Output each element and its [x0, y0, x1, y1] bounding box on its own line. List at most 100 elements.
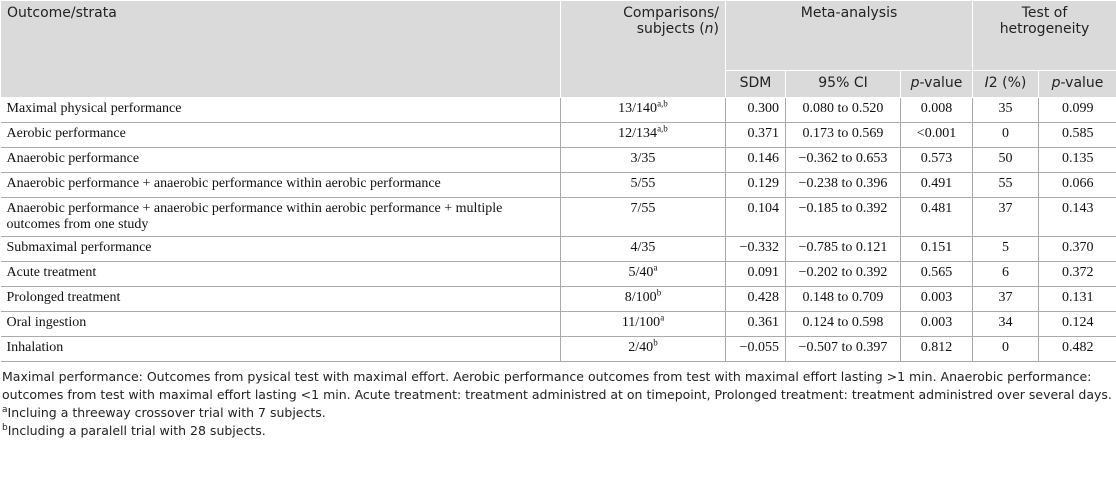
table-cell: −0.507 to 0.397 [785, 336, 901, 362]
table-cell: 5/55 [560, 172, 726, 198]
table-cell: Maximal physical performance [0, 97, 561, 123]
results-table: Outcome/strata Comparisons/ subjects (n)… [0, 0, 1116, 362]
table-row: Maximal physical performance 13/140a,b 0.3… [0, 97, 1116, 123]
table-cell: 0.482 [1037, 336, 1116, 362]
subheader-row: SDM 95% CI p-value I2 (%) p-value [1, 70, 1116, 98]
header-cell: Outcome/strata [0, 0, 561, 98]
table-cell: 0.565 [900, 261, 973, 287]
cell-text: 5/40 [628, 265, 654, 280]
table-cell: −0.238 to 0.396 [785, 172, 901, 198]
table-cell: 0.573 [900, 147, 973, 173]
footnote-mark: b [2, 422, 8, 433]
subheader-cell: p-value [1037, 70, 1116, 98]
table-row: Anaerobic performance 3/35 0.146 −0.362 to … [0, 147, 1116, 173]
table-cell: 5 [972, 236, 1039, 262]
table-cell: 8/100b [560, 286, 726, 312]
table-cell: Prolonged treatment [0, 286, 561, 312]
header-text: I [984, 75, 989, 91]
header-text: 95% CI [818, 75, 868, 91]
table-cell: 0.080 to 0.520 [785, 97, 901, 123]
cell-text: 13/140 [618, 101, 658, 116]
table-cell: 0.372 [1037, 261, 1116, 287]
table-cell: 37 [972, 197, 1039, 237]
table-cell: 0.124 [1037, 311, 1116, 337]
table-row: Anaerobic performance + anaerobic perfor… [0, 197, 1116, 237]
table-cell: −0.055 [725, 336, 786, 362]
table-row: Aerobic performance 12/134a,b 0.371 0.173 t… [0, 122, 1116, 148]
footnote-mark: a,b [657, 98, 668, 109]
note-text: Maximal performance: Outcomes from pysic… [2, 369, 1112, 402]
table-cell: 0.003 [900, 311, 973, 337]
table-cell: 5/40a [560, 261, 726, 287]
subheader-cell: 95% CI [785, 70, 901, 98]
table-cell: 0.371 [725, 122, 786, 148]
table-header: Outcome/strata Comparisons/ subjects (n)… [0, 0, 1116, 98]
header-cell: Meta-analysis [725, 0, 973, 71]
header-text: p [1051, 75, 1061, 91]
table-cell: 6 [972, 261, 1039, 287]
table-cell: Oral ingestion [0, 311, 561, 337]
table-cell: 0.091 [725, 261, 786, 287]
table-cell: Acute treatment [0, 261, 561, 287]
cell-text: 11/100 [621, 315, 661, 330]
table-cell: 0.491 [900, 172, 973, 198]
table-cell: −0.185 to 0.392 [785, 197, 901, 237]
table-cell: Anaerobic performance + anaerobic perfor… [0, 172, 561, 198]
table-row: Inhalation 2/40b −0.055 −0.507 to 0.397 0.81… [0, 336, 1116, 362]
table-cell: Inhalation [0, 336, 561, 362]
table-cell: 34 [972, 311, 1039, 337]
header-cell: Test of hetrogeneity [971, 0, 1116, 71]
footnote: bIncluding a paralell trial with 28 subj… [2, 422, 1114, 440]
cell-text: 8/100 [624, 290, 657, 305]
table-cell: −0.785 to 0.121 [785, 236, 901, 262]
table-cell: −0.202 to 0.392 [785, 261, 901, 287]
table-cell: Anaerobic performance [0, 147, 561, 173]
header-text: p [910, 75, 920, 91]
table-row: Prolonged treatment 8/100b 0.428 0.148 to 0… [0, 286, 1116, 312]
table-cell: 0.361 [725, 311, 786, 337]
footnote-mark: b [656, 287, 662, 298]
table-cell: 0.131 [1037, 286, 1116, 312]
footnote-text: Including a paralell trial with 28 subje… [7, 423, 266, 438]
table-row: Oral ingestion 11/100a 0.361 0.124 to 0.598… [0, 311, 1116, 337]
subheader-cell: SDM [725, 70, 786, 98]
header-text: -value [1060, 75, 1104, 91]
table-row: Submaximal performance 4/35 −0.332 −0.785 t… [0, 236, 1116, 262]
table-cell: 55 [972, 172, 1039, 198]
table-cell: 0.066 [1037, 172, 1116, 198]
table-cell: 0 [972, 122, 1039, 148]
table-cell: Anaerobic performance + anaerobic perfor… [0, 197, 561, 237]
table-cell: 0.129 [725, 172, 786, 198]
footnote-mark: b [653, 337, 658, 348]
table-row: Anaerobic performance + anaerobic perfor… [0, 172, 1116, 198]
footnote: aIncluing a threeway crossover trial wit… [2, 404, 1114, 422]
table-cell: 0.428 [725, 286, 786, 312]
footnote-text: Incluing a threeway crossover trial with… [7, 405, 326, 420]
table-cell: 50 [972, 147, 1039, 173]
table-cell: 37 [972, 286, 1039, 312]
table-cell: 2/40b [560, 336, 726, 362]
header-text: Comparisons/ subjects ( [623, 5, 719, 37]
table-cell: 0.481 [900, 197, 973, 237]
table-cell: 0.146 [725, 147, 786, 173]
table-cell: Aerobic performance [0, 122, 561, 148]
table-cell: −0.362 to 0.653 [785, 147, 901, 173]
table-cell: 0.812 [900, 336, 973, 362]
table-cell: 0.135 [1037, 147, 1116, 173]
table-cell: 0.173 to 0.569 [785, 122, 901, 148]
table-cell: 0.585 [1037, 122, 1116, 148]
table-cell: 0.143 [1037, 197, 1116, 237]
table-cell: 4/35 [560, 236, 726, 262]
header-text: SDM [739, 75, 772, 91]
header-text: ) [713, 21, 719, 37]
header-text: n [704, 21, 714, 37]
table-body: Maximal physical performance 13/140a,b 0.3… [0, 97, 1116, 362]
table-cell: 0.124 to 0.598 [785, 311, 901, 337]
table-notes: Maximal performance: Outcomes from pysic… [0, 362, 1116, 440]
header-text: 2 (%) [988, 75, 1027, 91]
cell-text: 12/134 [618, 126, 658, 141]
header-text: -value [919, 75, 963, 91]
table-cell: 12/134a,b [560, 122, 726, 148]
table-cell: 0.151 [900, 236, 973, 262]
